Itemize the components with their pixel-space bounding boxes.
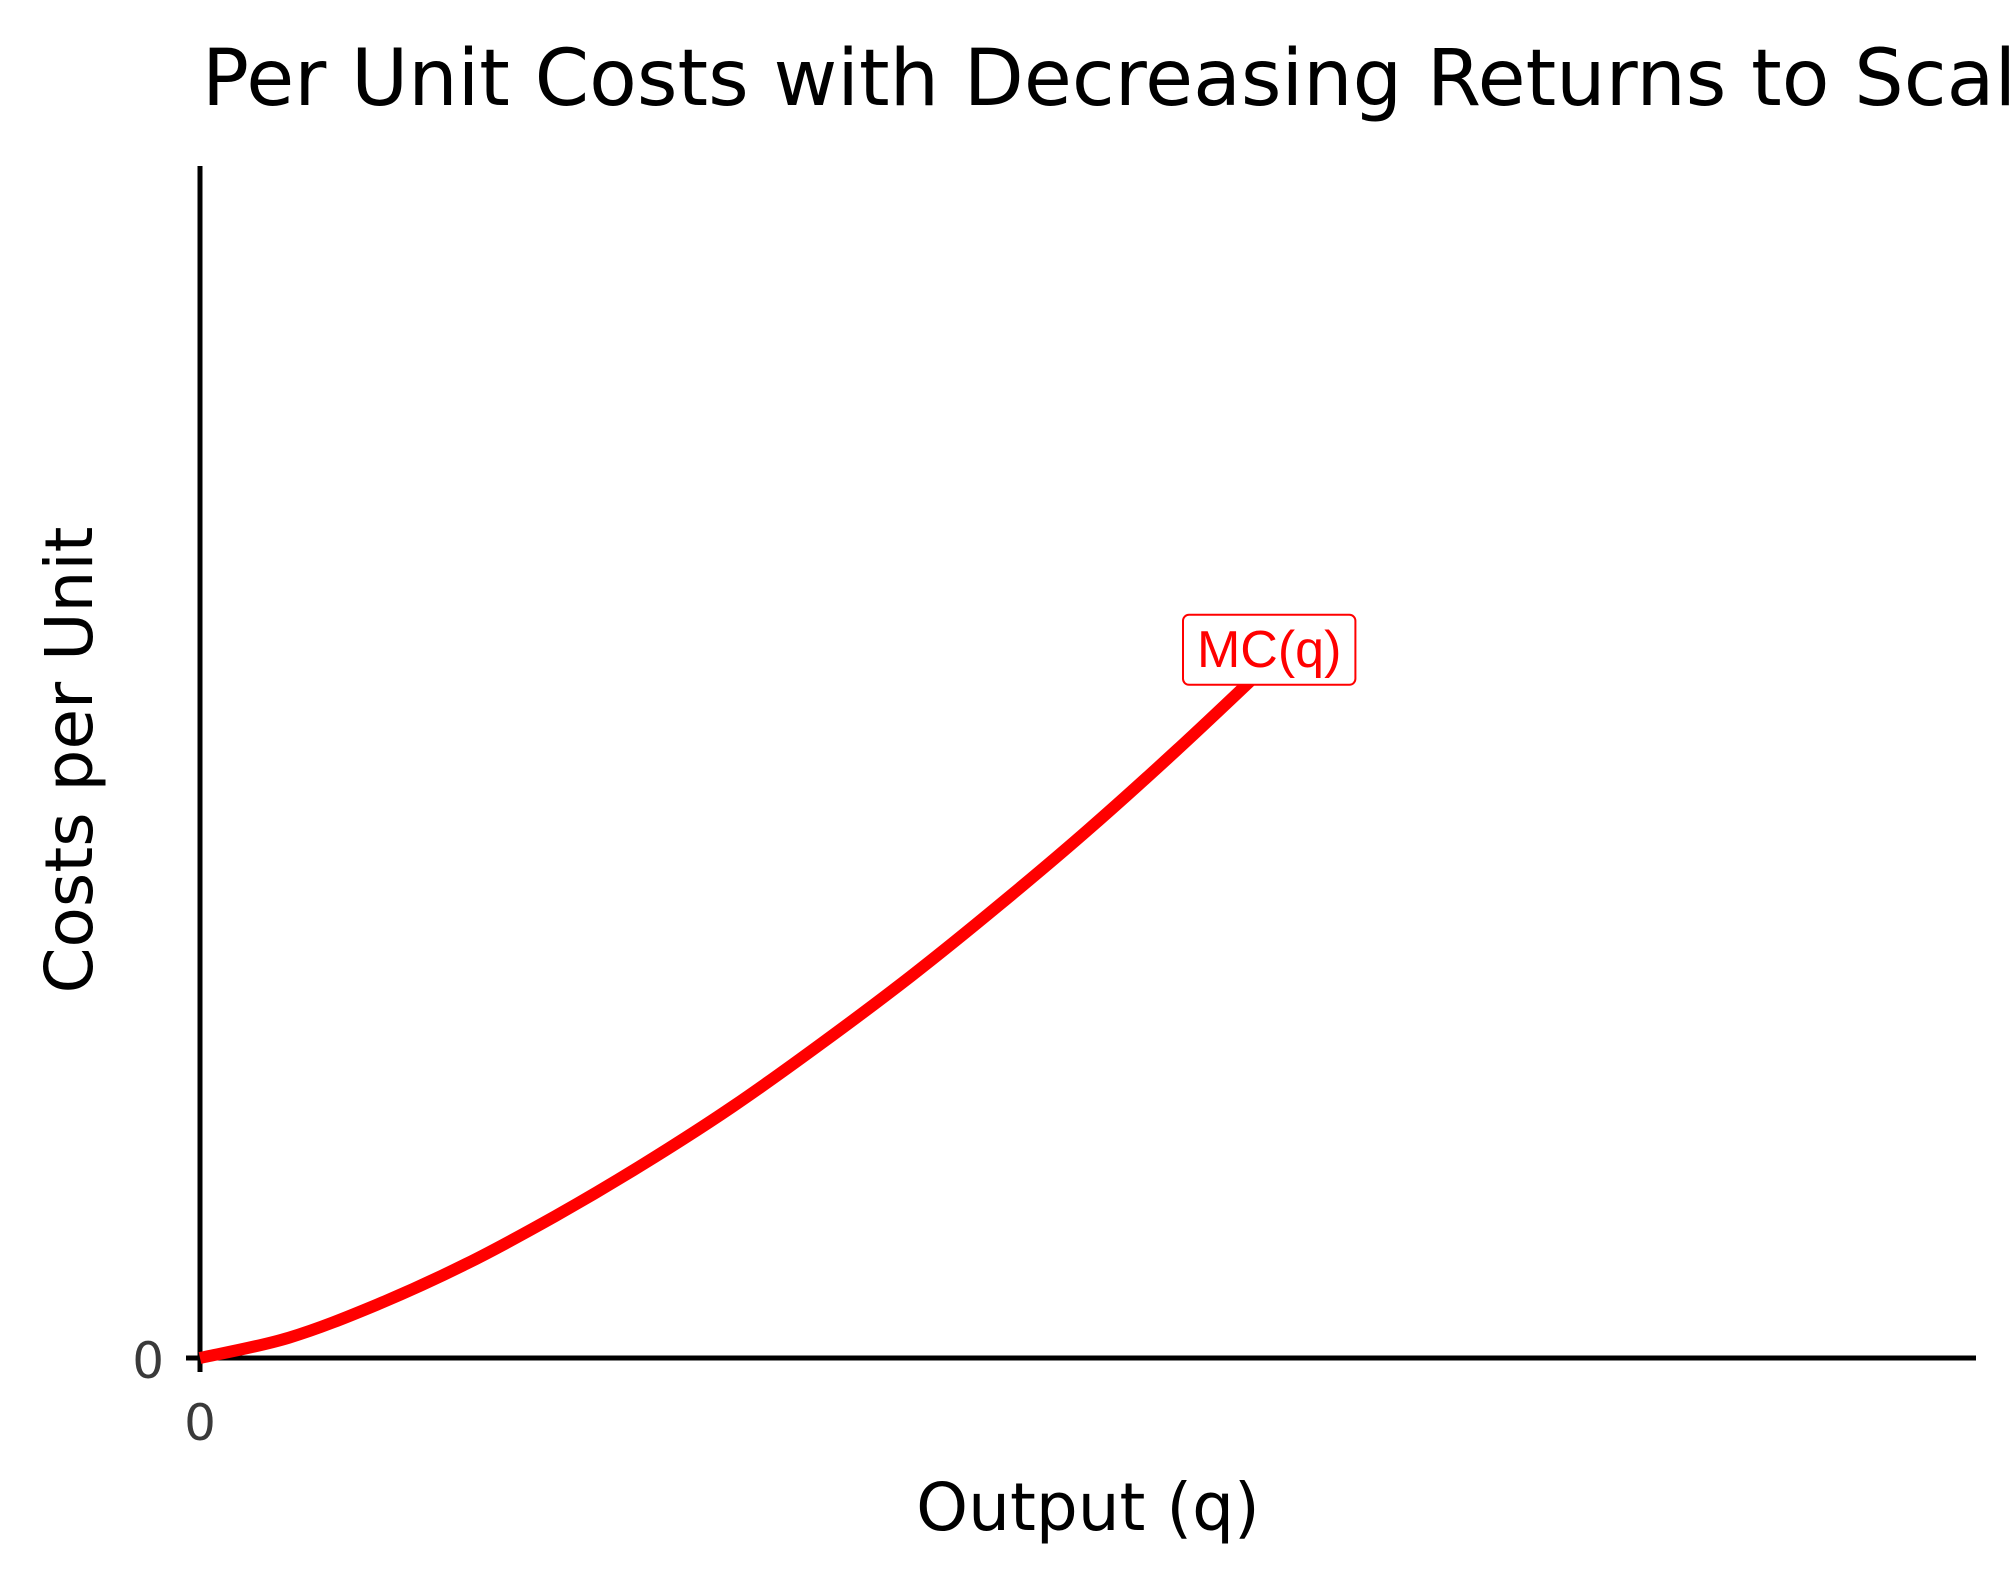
curve-label-text: MC(q) (1197, 621, 1341, 679)
y-axis-title: Costs per Unit (31, 526, 108, 993)
chart-title: Per Unit Costs with Decreasing Returns t… (202, 34, 2016, 124)
annotation-layer: MC(q) (1182, 613, 1357, 686)
curve-label-mc: MC(q) (1182, 613, 1357, 686)
x-tick-label: 0 (184, 1394, 216, 1452)
curve-label-box (1182, 613, 1357, 686)
series-layer (198, 614, 1320, 1364)
series-line-mc (198, 614, 1320, 1364)
y-tick-label: 0 (132, 1332, 164, 1390)
x-axis-title: Output (q) (916, 1469, 1260, 1546)
